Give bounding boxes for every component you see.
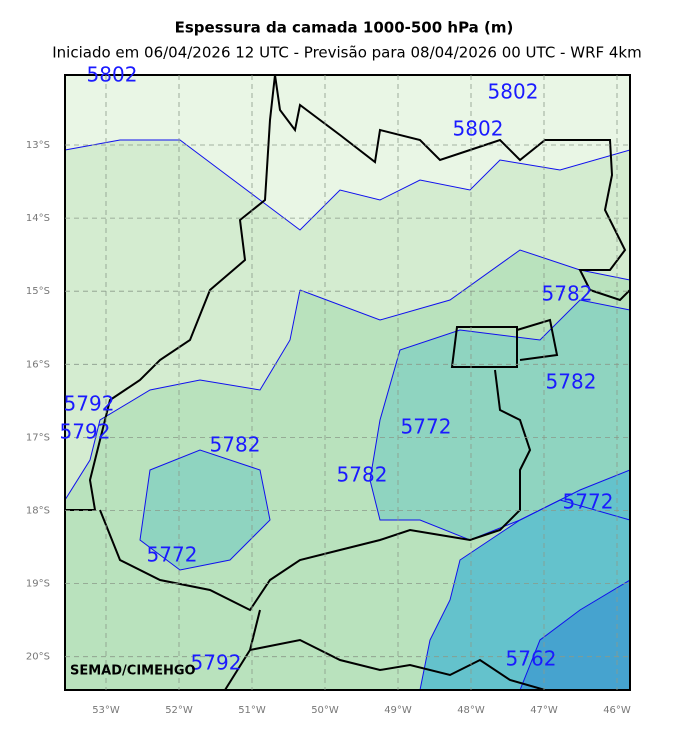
contour-label: 5792 [60,420,111,444]
lat-label: 16°S [26,359,50,370]
subtitle: Iniciado em 06/04/2026 12 UTC - Previsão… [52,44,641,62]
lat-label: 20°S [26,652,50,663]
lat-label: 19°S [26,579,50,590]
lat-label: 13°S [26,140,50,151]
title: Espessura da camada 1000-500 hPa (m) [175,19,514,37]
lat-label: 15°S [26,286,50,297]
graticule: 13°S 14°S 15°S 16°S 17°S 18°S 19°S 20°S 53°W 52°W… [26,75,631,716]
lat-label: 18°S [26,506,50,517]
contour-label: 5772 [401,415,452,439]
lon-label: 48°W [457,705,485,716]
contour-label: 5782 [546,370,597,394]
lat-label: 14°S [26,213,50,224]
lon-label: 53°W [92,705,120,716]
lon-label: 52°W [165,705,193,716]
lon-label: 46°W [603,705,631,716]
contour-label: 5802 [488,80,539,104]
map-fill [65,75,630,690]
lat-label: 17°S [26,432,50,443]
contour-label: 5782 [542,282,593,306]
contour-label: 5802 [453,117,504,141]
lon-label: 47°W [530,705,558,716]
contour-label: 5792 [64,392,115,416]
contour-label: 5762 [506,647,557,671]
contour-labels: 5802 5802 5802 5782 5782 5792 5792 5772 … [60,63,614,675]
state-borders [65,75,630,690]
contour-label: 5782 [337,463,388,487]
contour-label: 5772 [563,490,614,514]
contour-label: 5802 [87,63,138,87]
credit: SEMAD/CIMEHGO [70,664,196,679]
contour-label: 5792 [191,651,242,675]
lon-label: 51°W [238,705,266,716]
lon-label: 49°W [384,705,412,716]
contour-label: 5782 [210,433,261,457]
lon-label: 50°W [311,705,339,716]
map-frame [64,74,631,691]
contour-label: 5772 [147,543,198,567]
